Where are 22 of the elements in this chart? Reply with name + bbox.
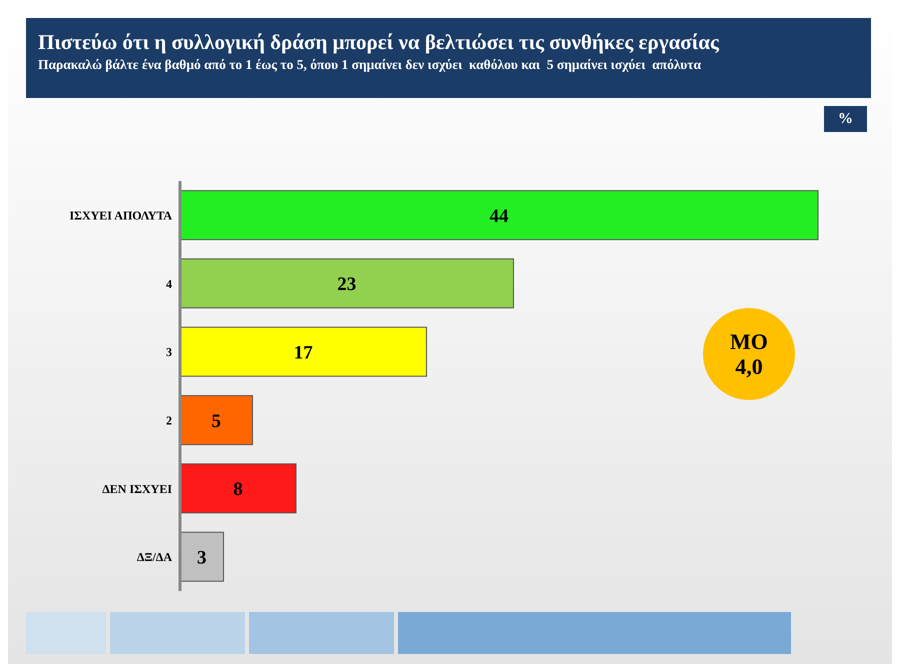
data-label: 44	[490, 206, 509, 227]
bar	[180, 258, 514, 308]
annotation: ΜΟ 4,0	[703, 308, 795, 400]
y-tick-label: ΔΕΝ ΙΣΧΥΕΙ	[102, 482, 172, 496]
bar	[180, 532, 224, 582]
chart-subtitle: Παρακαλώ βάλτε ένα βαθμό από το 1 έως το 5, όπου 1 σημαίνει δεν ισχύει καθόλου και 5 σημαίνει ισχύει απόλυτα	[38, 57, 702, 73]
y-tick-label: 3	[166, 345, 172, 360]
chart-title: Πιστεύω ότι η συλλογική δράση μπορεί να βελτιώσει τις συνθήκες εργασίας	[38, 30, 720, 55]
bar	[180, 326, 427, 377]
bar	[180, 395, 253, 446]
bar	[180, 463, 296, 514]
y-tick-label: 2	[166, 413, 172, 428]
data-label: 8	[233, 479, 243, 500]
data-label: 5	[212, 410, 221, 432]
bar	[180, 190, 818, 240]
data-label: 3	[197, 547, 206, 568]
y-tick-label: ΙΣΧΥΕΙ ΑΠΟΛΥΤΑ	[69, 208, 172, 222]
y-tick-label: 4	[166, 276, 172, 291]
data-label: 23	[337, 274, 356, 296]
data-label: 17	[294, 342, 314, 364]
text: %	[824, 106, 867, 132]
y-tick-label: ΔΞ/ΔΑ	[136, 550, 172, 564]
